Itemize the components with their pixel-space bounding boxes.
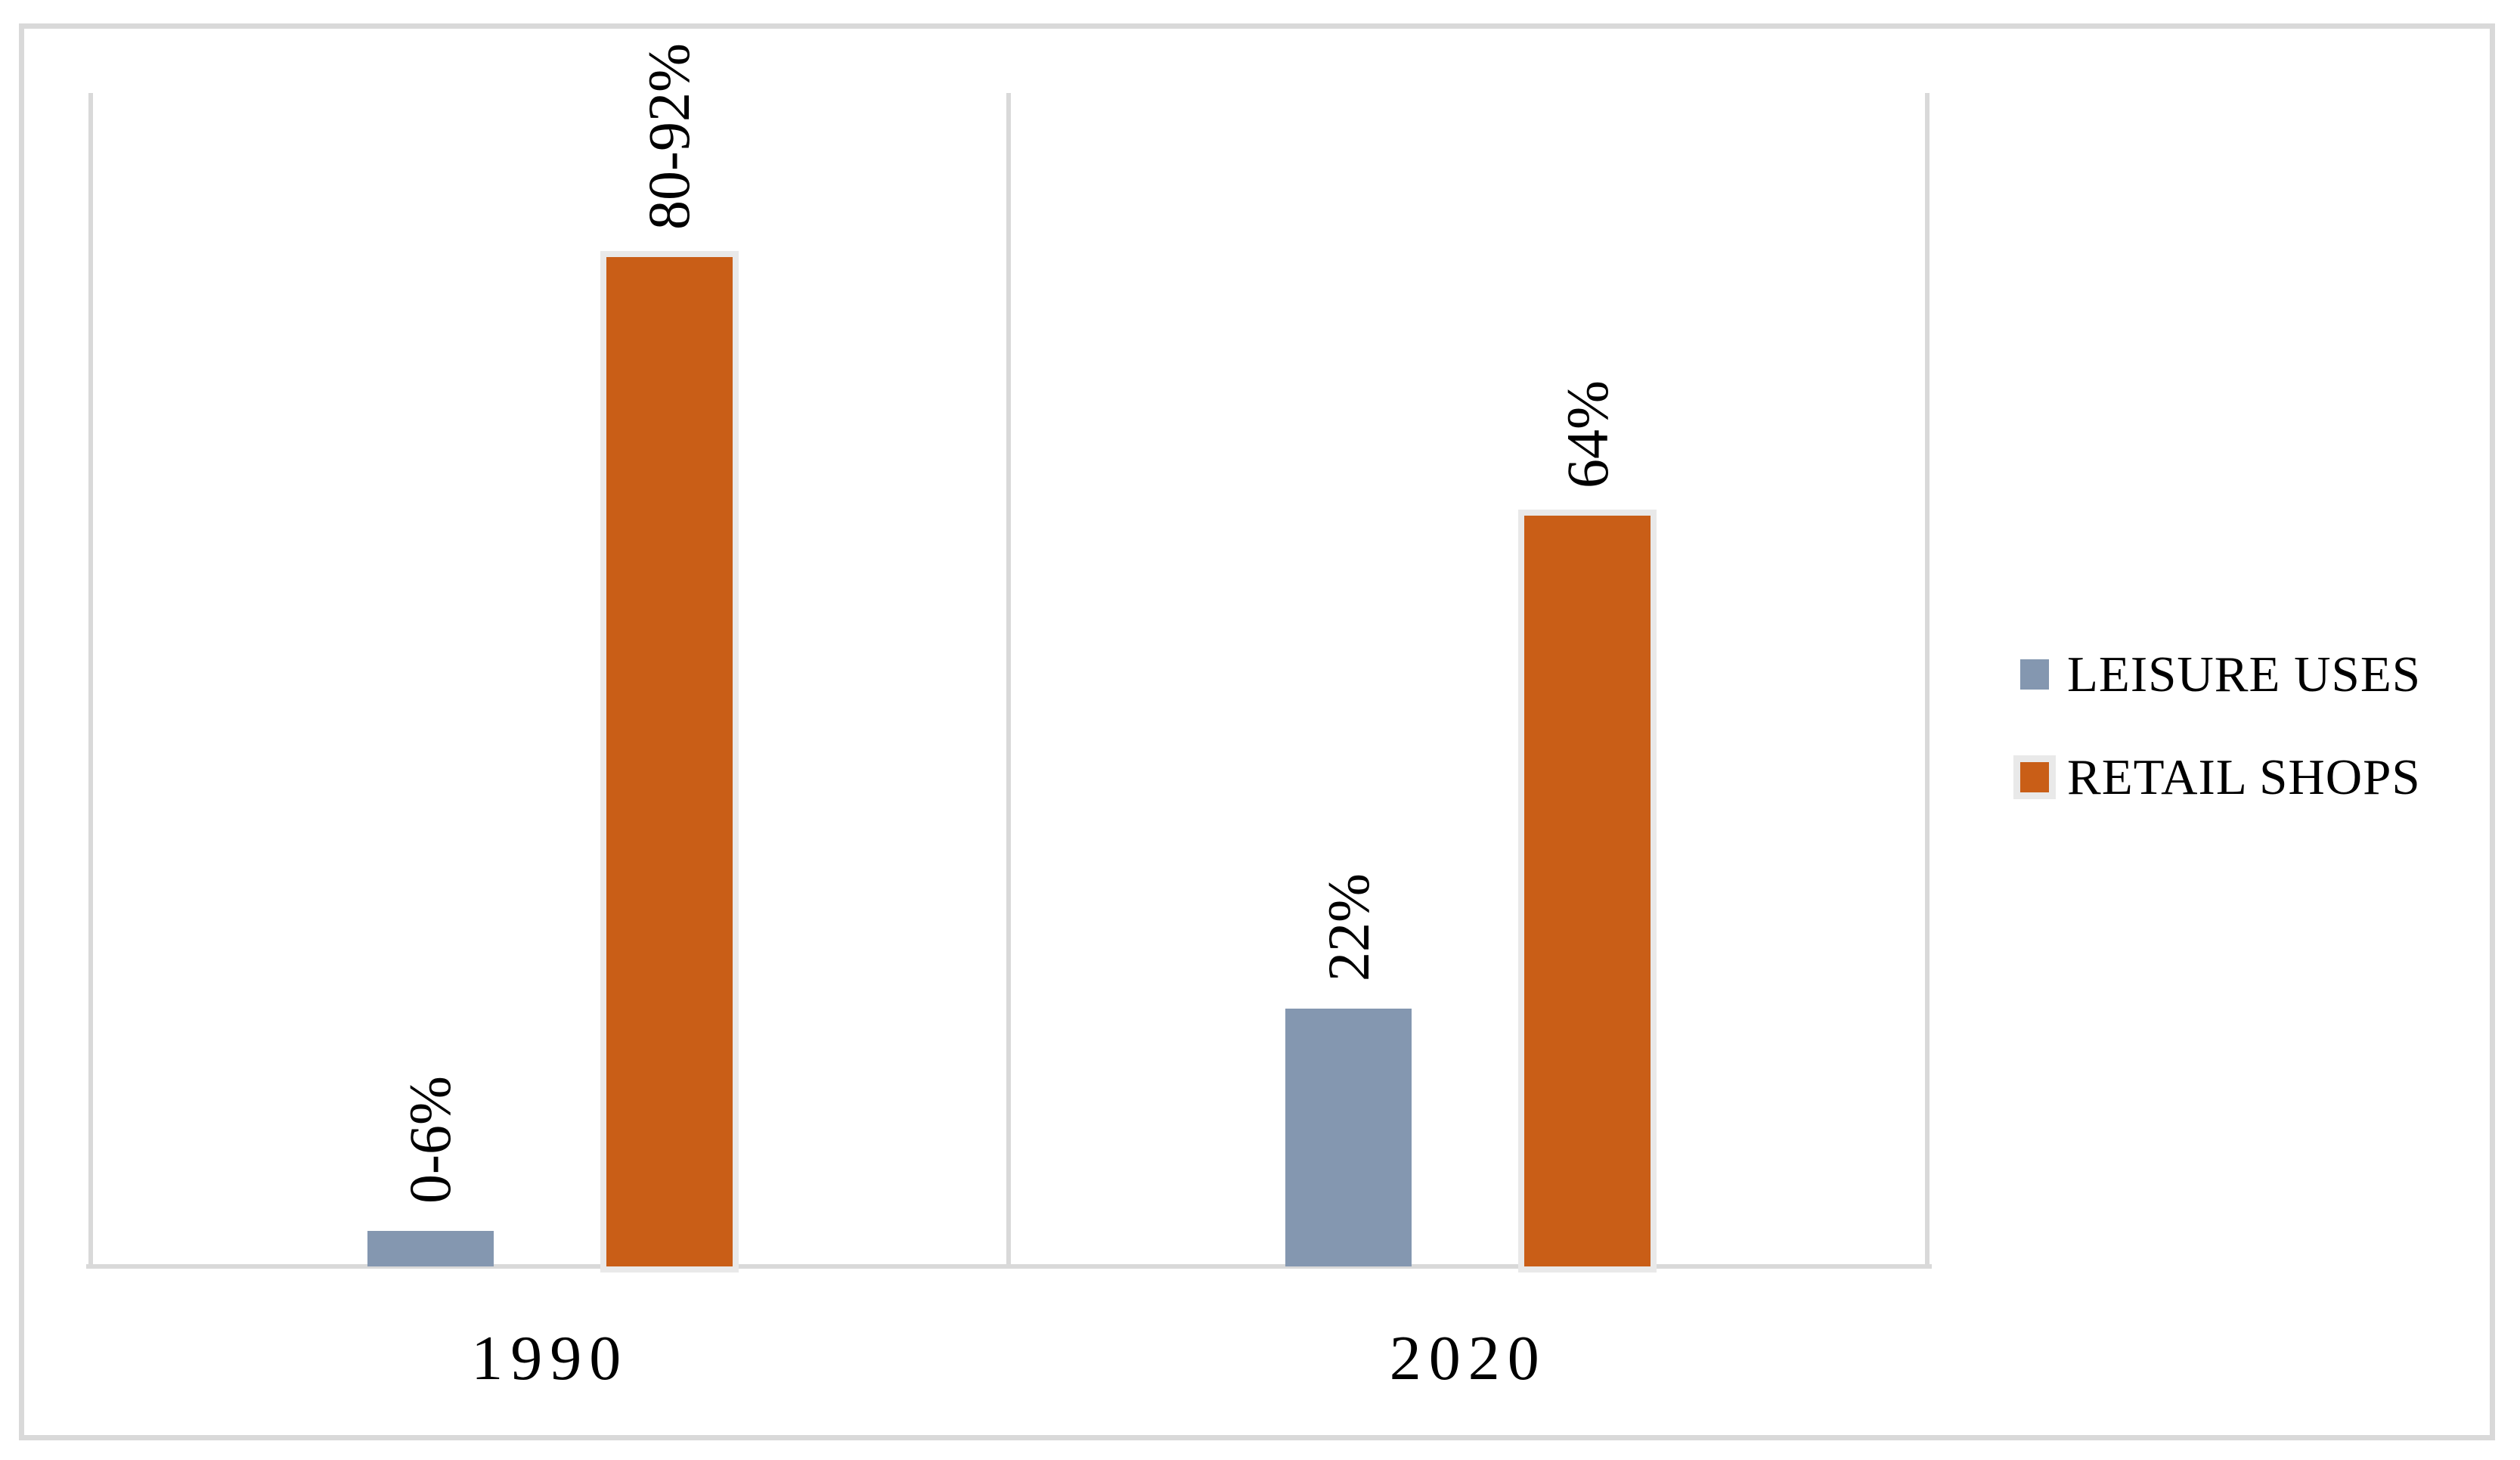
bar-leisure-1990 xyxy=(367,1231,494,1266)
data-label-retail-2020: 64% xyxy=(1554,380,1620,488)
legend: LEISURE USES RETAIL SHOPS xyxy=(2013,646,2422,805)
legend-item-retail-shops: RETAIL SHOPS xyxy=(2013,749,2421,805)
x-axis-label-1990: 1990 xyxy=(471,1323,629,1393)
data-label-leisure-2020: 22% xyxy=(1315,873,1381,981)
plot-area: 0-6% 80-92% 22% 64% 1990 2020 xyxy=(86,43,1932,1393)
legend-label-leisure-uses: LEISURE USES xyxy=(2067,646,2422,702)
plot-border-left xyxy=(88,93,93,1266)
data-label-retail-1990: 80-92% xyxy=(636,43,702,230)
x-axis-label-2020: 2020 xyxy=(1389,1323,1547,1393)
leisure-uses-swatch-icon xyxy=(2020,659,2049,690)
legend-item-leisure-uses: LEISURE USES xyxy=(2013,646,2422,702)
bar-retail-1990 xyxy=(600,251,739,1272)
bar-retail-2020 xyxy=(1518,510,1657,1272)
data-label-leisure-1990: 0-6% xyxy=(397,1076,463,1204)
figure-border xyxy=(19,23,2495,1440)
legend-label-retail-shops: RETAIL SHOPS xyxy=(2067,749,2421,805)
legend-swatch-halo xyxy=(2013,653,2056,696)
bar-leisure-2020 xyxy=(1285,1009,1412,1266)
retail-shops-swatch-icon xyxy=(2020,762,2049,792)
category-divider xyxy=(1006,93,1011,1266)
x-axis-line xyxy=(86,1264,1932,1269)
plot-border-right xyxy=(1925,93,1930,1266)
legend-swatch-halo xyxy=(2013,755,2056,799)
